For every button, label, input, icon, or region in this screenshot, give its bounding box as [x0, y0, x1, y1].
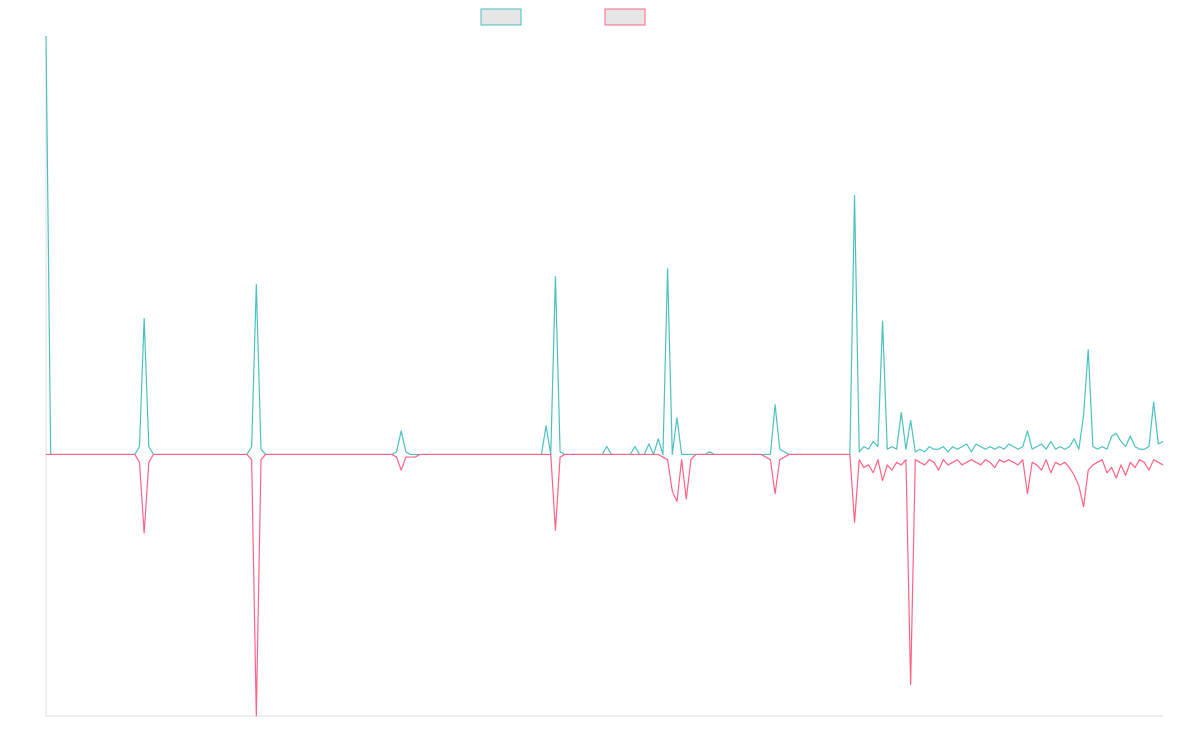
legend — [480, 8, 646, 26]
legend-swatch-series-2[interactable] — [604, 8, 646, 26]
series-layer — [45, 35, 1164, 717]
legend-swatch-series-1[interactable] — [480, 8, 522, 26]
series-1-line — [45, 35, 1164, 456]
series-2-line — [46, 453, 1164, 717]
